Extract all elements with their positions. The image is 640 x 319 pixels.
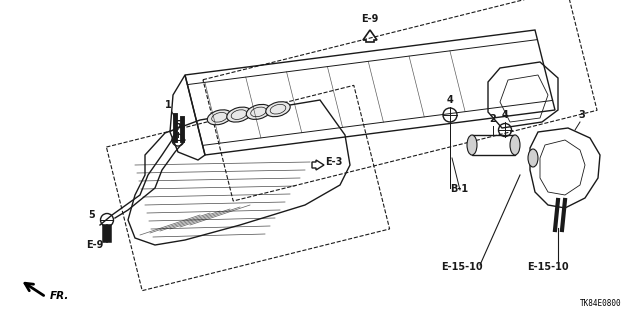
Text: 4: 4 [447,95,453,105]
Text: E-15-10: E-15-10 [441,262,483,272]
Text: E-9: E-9 [362,14,379,24]
Ellipse shape [246,104,271,119]
Bar [106,85,390,291]
Text: 5: 5 [175,120,181,130]
Ellipse shape [266,102,290,117]
Text: E-9: E-9 [86,240,104,250]
Ellipse shape [227,107,252,122]
Text: TK84E0800: TK84E0800 [580,299,622,308]
Text: FR.: FR. [50,291,69,301]
Text: 1: 1 [164,100,172,110]
Text: 2: 2 [490,114,497,124]
Ellipse shape [467,135,477,155]
Ellipse shape [510,135,520,155]
Text: E-15-10: E-15-10 [527,262,569,272]
Text: B-1: B-1 [450,184,468,194]
Text: E-3: E-3 [325,157,342,167]
Ellipse shape [207,110,232,125]
Text: 5: 5 [88,210,95,220]
Bar [203,0,597,201]
Ellipse shape [528,149,538,167]
Text: 4: 4 [502,110,508,120]
Text: 3: 3 [579,110,586,120]
